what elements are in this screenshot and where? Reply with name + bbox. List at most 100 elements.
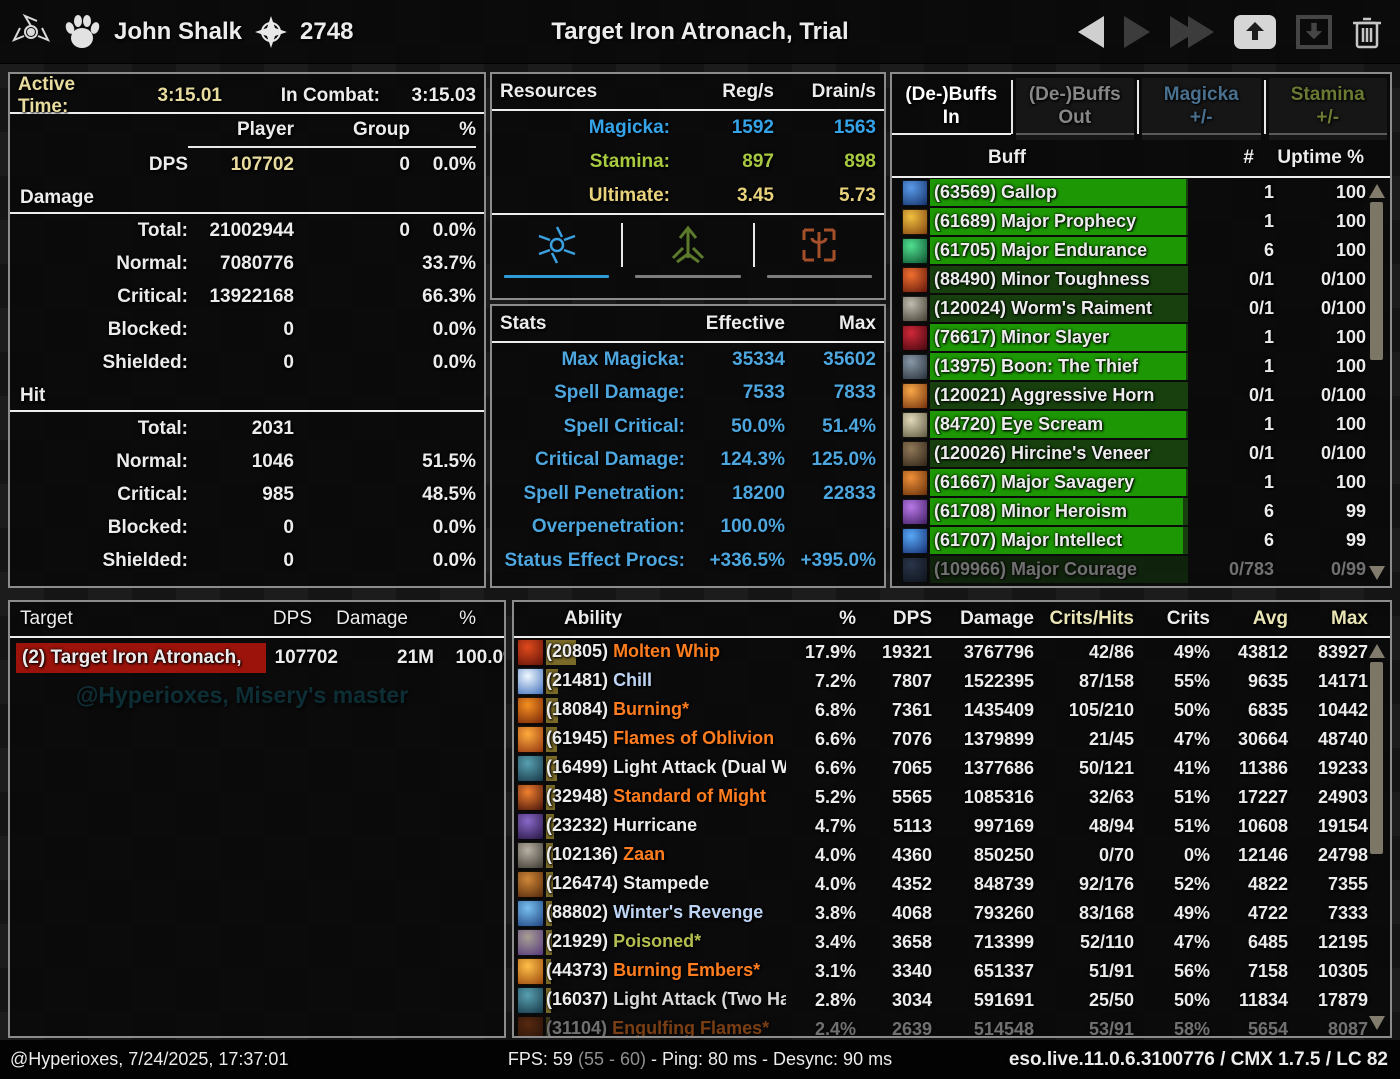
damage-stat-row: Critical: 13922168 66.3% <box>117 285 476 307</box>
scroll-down-icon[interactable] <box>1369 566 1385 580</box>
ability-row[interactable]: (44373) Burning Embers* 3.1% 3340 651337… <box>514 957 1390 986</box>
buff-row[interactable]: (84720) Eye Scream 1 100 <box>892 410 1390 439</box>
ability-row[interactable]: (21481) Chill 7.2% 7807 1522395 87/158 5… <box>514 667 1390 696</box>
damage-share-bar <box>546 872 553 897</box>
buff-row[interactable]: (61667) Major Savagery 1 100 <box>892 468 1390 497</box>
scroll-up-icon[interactable] <box>1369 644 1385 658</box>
ability-icon <box>517 639 544 666</box>
buff-row[interactable]: (61708) Minor Heroism 6 99 <box>892 497 1390 526</box>
champion-points-icon <box>255 15 288 48</box>
ability-row[interactable]: (16499) Light Attack (Dual Wie 6.6% 7065… <box>514 754 1390 783</box>
tab-debuffs-out[interactable]: (De-)Buffs Out <box>1015 78 1134 140</box>
buff-row[interactable]: (61689) Major Prophecy 1 100 <box>892 207 1390 236</box>
dps-row[interactable]: DPS 107702 0 0.0% <box>148 153 476 175</box>
tab-stamina-gain[interactable]: Stamina +/- <box>1268 78 1387 140</box>
ability-row[interactable]: (61945) Flames of Oblivion 6.6% 7076 137… <box>514 725 1390 754</box>
ability-row[interactable]: (32948) Standard of Might 5.2% 5565 1085… <box>514 783 1390 812</box>
buff-row[interactable]: (76617) Minor Slayer 1 100 <box>892 323 1390 352</box>
ability-row[interactable]: (31104) Engulfing Flames* 2.4% 2639 5145… <box>514 1015 1390 1036</box>
delete-fight-button[interactable] <box>1352 15 1382 49</box>
damage-share-bar <box>546 698 558 723</box>
scrollbar-thumb[interactable] <box>1370 662 1383 854</box>
ability-row[interactable]: (16037) Light Attack (Two Han 2.8% 3034 … <box>514 986 1390 1015</box>
stat-row: Overpenetration: 100.0% <box>531 516 785 538</box>
buffs-scrollbar[interactable] <box>1368 182 1386 582</box>
hit-rows: Total: 2031 Normal: 1046 51.5% Critical:… <box>10 412 484 577</box>
buff-icon <box>902 179 928 206</box>
status-bar: @Hyperioxes, 7/24/2025, 17:37:01 FPS: 59… <box>0 1040 1400 1079</box>
ability-icon <box>517 871 544 898</box>
resource-row: Stamina: 897 898 <box>589 151 876 172</box>
magicka-tab-icon <box>538 226 576 264</box>
tab-magicka-gain[interactable]: Magicka +/- <box>1142 78 1261 140</box>
buff-icon <box>902 527 928 554</box>
ability-icon <box>517 813 544 840</box>
buff-row[interactable]: (61707) Major Intellect 6 99 <box>892 526 1390 555</box>
buff-uptime-bar: (61708) Minor Heroism <box>930 498 1188 525</box>
buff-uptime-bar: (13975) Boon: The Thief <box>930 353 1188 380</box>
latest-fight-button[interactable] <box>1170 15 1214 48</box>
tab-debuffs-in[interactable]: (De-)Buffs In <box>892 78 1011 140</box>
buff-uptime-bar: (61667) Major Savagery <box>930 469 1188 496</box>
buff-row[interactable]: (120021) Aggressive Horn 0/1 0/100 <box>892 381 1390 410</box>
buff-icon <box>902 237 928 264</box>
ability-row[interactable]: (18084) Burning* 6.8% 7361 1435409 105/2… <box>514 696 1390 725</box>
ability-row[interactable]: (23232) Hurricane 4.7% 5113 997169 48/94… <box>514 812 1390 841</box>
ability-icon <box>517 1016 544 1036</box>
count-column-header: # <box>1243 147 1254 168</box>
buff-row[interactable]: (63569) Gallop 1 100 <box>892 178 1390 207</box>
abilities-scrollbar[interactable] <box>1368 642 1386 1032</box>
damage-share-bar <box>546 756 558 781</box>
scrollbar-thumb[interactable] <box>1370 202 1383 360</box>
in-combat-value: 3:15.03 <box>411 85 476 106</box>
reg-column-header: Reg/s <box>722 80 774 102</box>
ability-row[interactable]: (88802) Winter's Revenge 3.8% 4068 79326… <box>514 899 1390 928</box>
next-fight-button[interactable] <box>1124 15 1150 48</box>
ability-row[interactable]: (21929) Poisoned* 3.4% 3658 713399 52/11… <box>514 928 1390 957</box>
buff-row[interactable]: (61705) Major Endurance 6 100 <box>892 236 1390 265</box>
crits-column-header: Crits <box>1166 608 1210 629</box>
buff-row[interactable]: (120026) Hircine's Veneer 0/1 0/100 <box>892 439 1390 468</box>
damage-share-bar <box>546 843 553 868</box>
target-damage-header: Damage <box>336 608 408 629</box>
ability-row[interactable]: (126474) Stampede 4.0% 4352 848739 92/17… <box>514 870 1390 899</box>
previous-fight-button[interactable] <box>1078 15 1104 48</box>
magicka-stats-tab[interactable] <box>492 217 621 273</box>
buff-row[interactable]: (88490) Minor Toughness 0/1 0/100 <box>892 265 1390 294</box>
save-report-button[interactable] <box>1234 14 1276 49</box>
hit-stat-row: Total: 2031 <box>137 417 294 439</box>
ability-icon <box>517 784 544 811</box>
target-dps-header: DPS <box>272 608 312 629</box>
pct-column-header: % <box>839 608 856 629</box>
target-row[interactable]: (2) Target Iron Atronach, 107702 21M 100… <box>10 640 504 676</box>
ability-icon <box>517 987 544 1014</box>
damage-share-bar <box>546 1017 551 1036</box>
stamina-stats-tab[interactable] <box>623 217 752 273</box>
ability-icon <box>517 726 544 753</box>
damage-share-bar <box>546 901 553 926</box>
player-name: John Shalk <box>114 17 243 45</box>
stat-row: Spell Critical: 50.0% 51.4% <box>563 415 876 437</box>
buff-row[interactable]: (120024) Worm's Raiment 0/1 0/100 <box>892 294 1390 323</box>
buff-icon <box>902 498 928 525</box>
load-report-button[interactable] <box>1296 14 1332 49</box>
buff-icon <box>902 208 928 235</box>
scroll-down-icon[interactable] <box>1369 1016 1385 1030</box>
stat-row: Critical Damage: 124.3% 125.0% <box>535 449 876 471</box>
weapon-stats-tab[interactable] <box>755 217 884 273</box>
ability-row[interactable]: (20805) Molten Whip 17.9% 19321 3767796 … <box>514 638 1390 667</box>
stamina-tab-underline <box>635 275 741 278</box>
damage-share-bar <box>546 959 552 984</box>
ability-row[interactable]: (102136) Zaan 4.0% 4360 850250 0/70 0% 1… <box>514 841 1390 870</box>
buff-row[interactable]: (13975) Boon: The Thief 1 100 <box>892 352 1390 381</box>
damage-stat-row: Blocked: 0 0.0% <box>107 318 476 340</box>
buff-uptime-bar: (61707) Major Intellect <box>930 527 1188 554</box>
drain-column-header: Drain/s <box>811 80 876 102</box>
ability-icon <box>517 697 544 724</box>
buff-row[interactable]: (109966) Major Courage 0/783 0/99 <box>892 555 1390 584</box>
damage-share-bar <box>546 785 555 810</box>
scroll-up-icon[interactable] <box>1369 184 1385 198</box>
hit-stat-row: Blocked: 0 0.0% <box>107 516 476 538</box>
buff-uptime-bar: (120024) Worm's Raiment <box>930 295 1188 322</box>
